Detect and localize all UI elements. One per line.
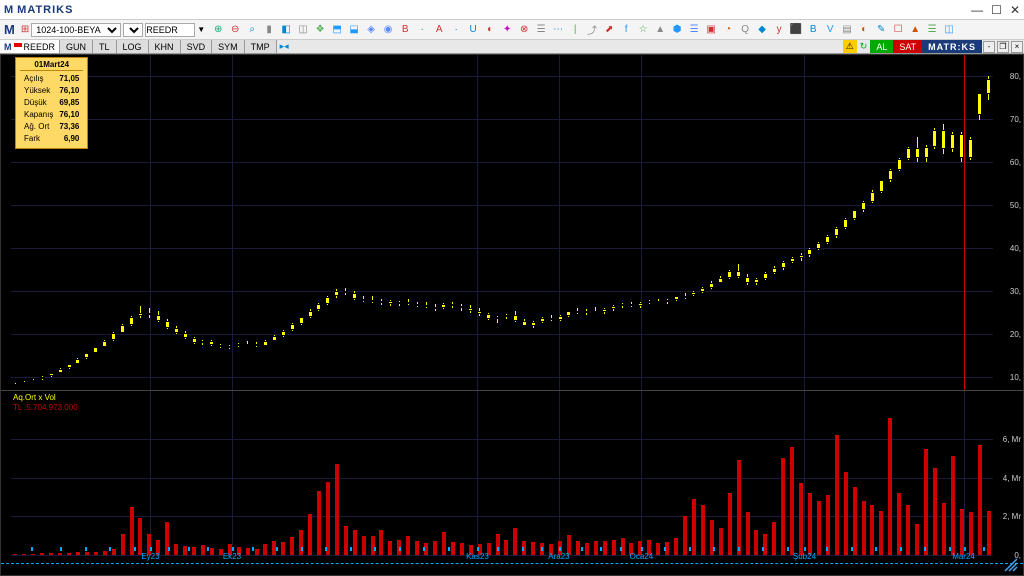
sell-button[interactable]: SAT: [893, 40, 922, 53]
toolbar-icon-31[interactable]: Q: [738, 23, 752, 37]
app-logo-icon: M: [4, 4, 13, 16]
time-axis: Ey23 Ek23 Kas23 Ara23 Oca24 Şub24 Mar24: [11, 547, 993, 563]
minimize-button[interactable]: —: [971, 3, 983, 17]
toolbar-icon-30[interactable]: ◔: [721, 23, 735, 37]
toolbar-icon-0[interactable]: ⊕: [211, 23, 225, 37]
toolbar-icon-41[interactable]: ▲: [908, 23, 922, 37]
toolbar-icon-27[interactable]: ⬢: [670, 23, 684, 37]
volume-yaxis: 0,2, Mr4, Mr6, Mr: [993, 410, 1023, 555]
ohlc-date: 01Mart24: [20, 60, 83, 71]
pane-separator[interactable]: [1, 390, 1023, 391]
brand-badge: MATR:KS: [922, 40, 982, 53]
timeframe-gun-button[interactable]: GUN: [60, 40, 93, 53]
symbol-input[interactable]: [145, 23, 195, 37]
toolbar-icon-6[interactable]: ❖: [313, 23, 327, 37]
xaxis-label: Ey23: [141, 552, 159, 561]
chart-area[interactable]: 01Mart24 Açılış71,05Yüksek76,10Düşük69,8…: [0, 54, 1024, 576]
toolbar-icon-9[interactable]: ◈: [364, 23, 378, 37]
toolbar-icon-38[interactable]: ◐: [857, 23, 871, 37]
volume-chart[interactable]: [11, 410, 993, 555]
toolbar-icon-14[interactable]: ·: [449, 23, 463, 37]
xaxis-label: Ek23: [223, 552, 241, 561]
toolbar-icon-23[interactable]: ⬈: [602, 23, 616, 37]
toolbar-icon-21[interactable]: |: [568, 23, 582, 37]
alert-icon[interactable]: ⚠: [843, 40, 857, 53]
xaxis-label: Şub24: [793, 552, 816, 561]
chart-restore-button[interactable]: ❐: [997, 41, 1009, 53]
toolbar-icon-5[interactable]: ◫: [296, 23, 310, 37]
toolbar-icon-40[interactable]: ☐: [891, 23, 905, 37]
toolbar-icon-11[interactable]: B: [398, 23, 412, 37]
xaxis-label: Ara23: [548, 552, 569, 561]
flag-icon: [14, 43, 22, 51]
toolbar-icon-13[interactable]: A: [432, 23, 446, 37]
toolbar-icon-3[interactable]: ▮: [262, 23, 276, 37]
toolbar-icon-37[interactable]: ▤: [840, 23, 854, 37]
timeframe-khn-button[interactable]: KHN: [149, 40, 181, 53]
toolbar-icon-16[interactable]: ◐: [483, 23, 497, 37]
toolbar-icon-28[interactable]: ☰: [687, 23, 701, 37]
toolbar-icon-7[interactable]: ⬒: [330, 23, 344, 37]
price-yaxis: 10,20,30,40,50,60,70,80,: [993, 55, 1023, 390]
chart-minimize-button[interactable]: -: [983, 41, 995, 53]
timeframe-log-button[interactable]: LOG: [117, 40, 149, 53]
cursor-line: [964, 55, 965, 390]
grid-icon[interactable]: ⊞: [21, 24, 29, 35]
toolbar-icon-18[interactable]: ⊗: [517, 23, 531, 37]
toolbar-icon-12[interactable]: ·: [415, 23, 429, 37]
toolbar-icon-32[interactable]: ◆: [755, 23, 769, 37]
chart-toolbar: M REEDR GUNTLLOGKHNSVDSYMTMP ▸◂ ⚠ ↻ AL S…: [0, 40, 1024, 54]
timeframe-tmp-button[interactable]: TMP: [245, 40, 277, 53]
toolbar-icon-34[interactable]: ⬛: [789, 23, 803, 37]
refresh-icon[interactable]: ↻: [857, 41, 871, 52]
toolbar-icon-26[interactable]: ▲: [653, 23, 667, 37]
period-select[interactable]: 1: [123, 23, 143, 37]
symbol-badge: M REEDR: [0, 40, 60, 53]
toolbar-icon-22[interactable]: ⤴: [585, 23, 599, 37]
timeframe-svd-button[interactable]: SVD: [181, 40, 213, 53]
titlebar: M MATRIKS — ☐ ✕: [0, 0, 1024, 20]
toolbar-icon-4[interactable]: ◧: [279, 23, 293, 37]
toolbar-icon-39[interactable]: ✎: [874, 23, 888, 37]
toolbar-icon-43[interactable]: ◫: [942, 23, 956, 37]
toolbar-icon-10[interactable]: ◉: [381, 23, 395, 37]
toolbar-icon-36[interactable]: V: [823, 23, 837, 37]
volume-indicator-label: Aq.Ort x Vol: [13, 393, 56, 402]
toolbar-icon-29[interactable]: ▣: [704, 23, 718, 37]
chart-tool-icon[interactable]: ▸◂: [280, 41, 289, 52]
xaxis-label: Oca24: [630, 552, 654, 561]
buy-button[interactable]: AL: [870, 40, 893, 53]
resize-handle-icon[interactable]: [1003, 557, 1019, 573]
toolbar-icon-20[interactable]: ⋯: [551, 23, 565, 37]
timeframe-tl-button[interactable]: TL: [93, 40, 117, 53]
close-button[interactable]: ✕: [1010, 3, 1020, 17]
chart-close-button[interactable]: ×: [1011, 41, 1023, 53]
main-toolbar: M ⊞ 1024-100-BEYA 1 ▼ ⊕⊖⌕▮◧◫❖⬒⬓◈◉B·A·U◐✦…: [0, 20, 1024, 40]
app-title: MATRIKS: [17, 4, 73, 16]
toolbar-icon-25[interactable]: ☆: [636, 23, 650, 37]
price-chart[interactable]: [11, 55, 993, 390]
maximize-button[interactable]: ☐: [991, 3, 1002, 17]
toolbar-icon-1[interactable]: ⊖: [228, 23, 242, 37]
toolbar-icon-42[interactable]: ☰: [925, 23, 939, 37]
toolbar-logo-icon: M: [4, 22, 15, 37]
toolbar-icon-8[interactable]: ⬓: [347, 23, 361, 37]
toolbar-icon-35[interactable]: B: [806, 23, 820, 37]
layout-select[interactable]: 1024-100-BEYA: [31, 23, 121, 37]
xaxis-label: Mar24: [952, 552, 975, 561]
toolbar-icon-15[interactable]: U: [466, 23, 480, 37]
ohlc-panel: 01Mart24 Açılış71,05Yüksek76,10Düşük69,8…: [15, 57, 88, 149]
toolbar-icon-24[interactable]: f: [619, 23, 633, 37]
footer-stripe: [1, 563, 1023, 575]
toolbar-icon-33[interactable]: y: [772, 23, 786, 37]
toolbar-icon-19[interactable]: ☰: [534, 23, 548, 37]
timeframe-sym-button[interactable]: SYM: [212, 40, 245, 53]
dropdown-icon[interactable]: ▼: [197, 25, 205, 34]
toolbar-icon-17[interactable]: ✦: [500, 23, 514, 37]
toolbar-icon-2[interactable]: ⌕: [245, 23, 259, 37]
xaxis-label: Kas23: [466, 552, 489, 561]
